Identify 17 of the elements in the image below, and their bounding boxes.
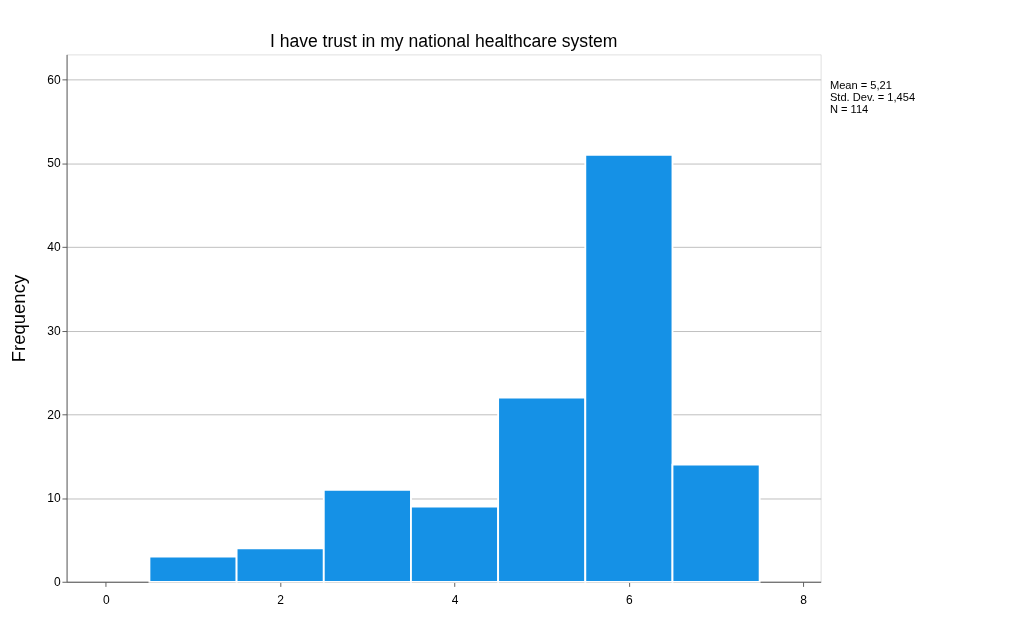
chart-title: I have trust in my national healthcare system [269, 31, 618, 52]
y-tick-label: 20 [47, 407, 61, 422]
y-tick-label: 0 [53, 574, 61, 589]
x-tick-label: 4 [451, 592, 459, 607]
y-tick-label: 10 [47, 491, 61, 506]
text: Std. Dev. = 1,454 [829, 90, 916, 103]
y-tick-label: 30 [47, 323, 61, 338]
y-tick-label: 60 [47, 72, 61, 87]
text: N = 114 [829, 102, 869, 115]
x-tick-label: 0 [102, 592, 110, 607]
x-tick-label: 2 [277, 592, 285, 607]
text: Mean = 5,21 [829, 78, 892, 91]
x-tick-label: 6 [626, 592, 634, 607]
y-tick-label: 40 [47, 240, 61, 255]
y-tick-label: 50 [47, 156, 61, 171]
x-tick-label: 8 [800, 592, 808, 607]
y-axis-title: Frequency [8, 274, 30, 363]
